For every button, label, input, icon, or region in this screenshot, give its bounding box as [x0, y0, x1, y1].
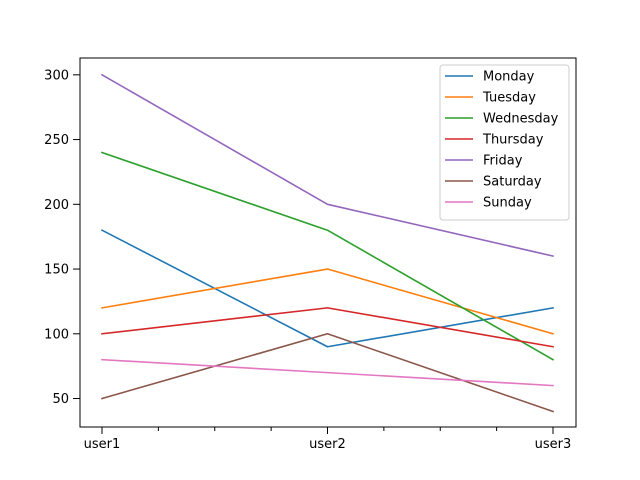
y-tick-label: 150	[44, 263, 69, 278]
legend: Monday Tuesday Wednesday Thursday Friday Satu…	[439, 64, 570, 221]
series-line-saturday	[101, 332, 555, 413]
y-tick-label: 250	[44, 133, 69, 148]
series-line-friday	[100, 73, 554, 258]
y-tick-label: 50	[52, 392, 69, 407]
y-tick-label: 200	[44, 198, 69, 213]
series-line-sunday	[101, 358, 554, 387]
y-axis: 50 100 150 200 250 300	[44, 68, 80, 407]
x-tick-label: user1	[84, 437, 121, 452]
legend-label-monday: Monday	[483, 70, 535, 85]
legend-label-friday: Friday	[483, 154, 523, 169]
series-line-monday	[100, 229, 554, 348]
series-line-tuesday	[101, 268, 554, 335]
legend-label-saturday: Saturday	[483, 175, 542, 190]
series-line-wednesday	[100, 151, 555, 361]
legend-label-wednesday: Wednesday	[483, 112, 559, 127]
y-tick-label: 100	[44, 327, 69, 342]
legend-label-tuesday: Tuesday	[482, 91, 536, 106]
legend-label-sunday: Sunday	[483, 196, 532, 211]
series-line-thursday	[101, 307, 554, 348]
x-axis: user1 user2 user3	[84, 427, 572, 452]
x-tick-label: user3	[535, 437, 572, 452]
x-tick-label: user2	[309, 437, 346, 452]
legend-label-thursday: Thursday	[482, 133, 544, 148]
y-tick-label: 300	[44, 68, 69, 83]
plot-area	[79, 57, 577, 428]
